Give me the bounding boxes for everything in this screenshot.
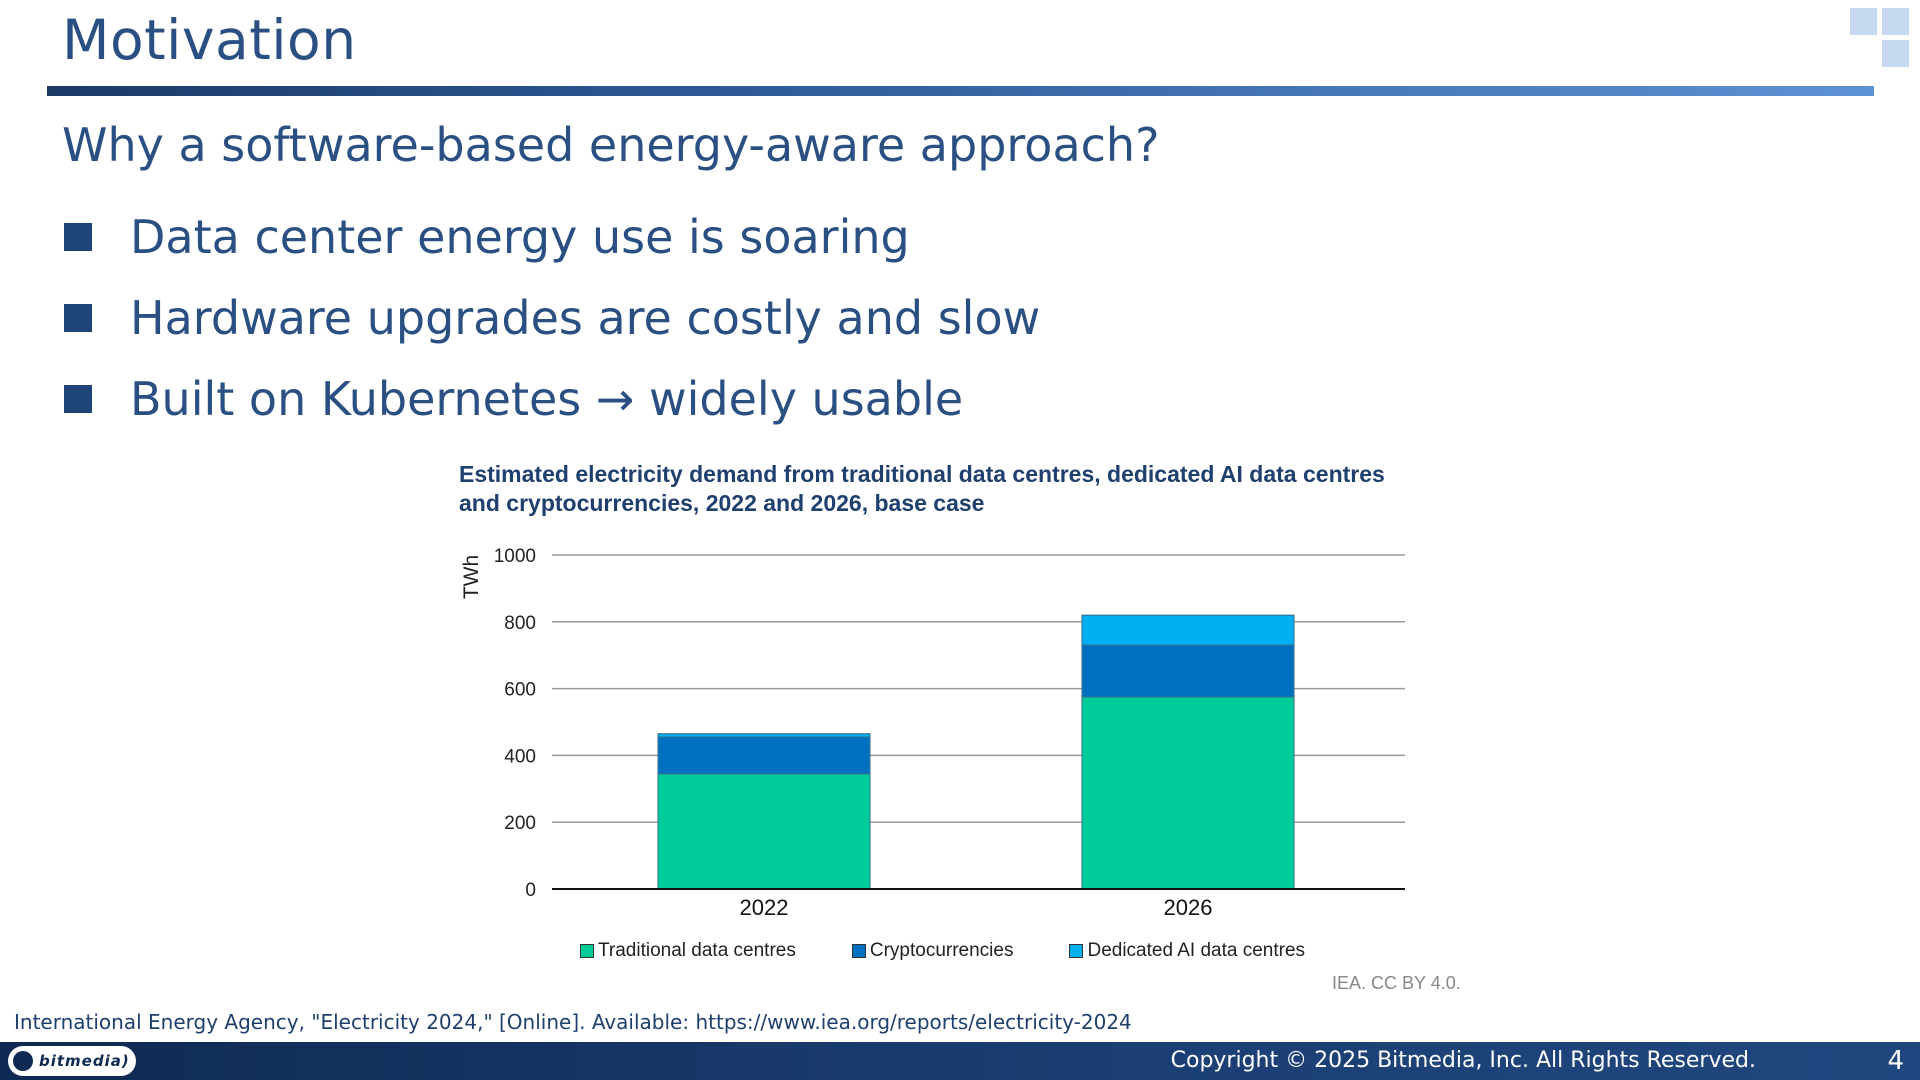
bullet-item: Data center energy use is soaring [64, 196, 1040, 277]
y-tick-label: 400 [504, 746, 536, 767]
legend-swatch [580, 944, 594, 958]
bullet-item: Hardware upgrades are costly and slow [64, 277, 1040, 358]
logo-text: bitmedia) [39, 1052, 130, 1070]
copyright-notice: Copyright © 2025 Bitmedia, Inc. All Righ… [1170, 1048, 1756, 1073]
bar-segment [657, 736, 871, 775]
page-number: 4 [1887, 1046, 1904, 1076]
y-axis-label: TWh [460, 555, 483, 599]
chart-title: Estimated electricity demand from tradit… [459, 460, 1459, 518]
bullet-list: Data center energy use is soaring Hardwa… [64, 196, 1040, 439]
chart-legend: Traditional data centres Cryptocurrencie… [580, 940, 1361, 962]
bar-segment [1081, 644, 1295, 698]
footer-bar: bitmedia) Copyright © 2025 Bitmedia, Inc… [0, 1042, 1920, 1080]
bar-segment [1081, 614, 1295, 646]
title-underline-bar [47, 86, 1874, 96]
legend-item: Cryptocurrencies [851, 940, 1014, 962]
legend-swatch [1069, 944, 1084, 958]
legend-label: Dedicated AI data centres [1087, 940, 1306, 961]
bullet-item: Built on Kubernetes → widely usable [64, 358, 1040, 439]
y-tick-label: 0 [525, 880, 536, 901]
y-tick-label: 800 [504, 613, 536, 634]
bar-segment [657, 773, 871, 890]
chart-title-line: and cryptocurrencies, 2022 and 2026, bas… [459, 490, 985, 516]
logo-circle-icon [13, 1051, 33, 1071]
chart-source-note: IEA. CC BY 4.0. [1332, 973, 1461, 993]
bar-segment [1081, 696, 1295, 890]
legend-swatch [851, 944, 866, 958]
square-bullet-icon [64, 222, 92, 251]
x-tick-label: 2022 [740, 895, 789, 920]
legend-label: Cryptocurrencies [869, 940, 1014, 961]
square-bullet-icon [64, 303, 92, 332]
y-tick-label: 200 [504, 813, 536, 834]
legend-label: Traditional data centres [598, 940, 796, 961]
bitmedia-logo: bitmedia) [8, 1046, 136, 1076]
reference-citation: International Energy Agency, "Electricit… [14, 1010, 1132, 1034]
bullet-text: Built on Kubernetes → widely usable [130, 371, 964, 426]
stacked-bar-chart: 0 200 400 600 800 1000 TWh 2022 2026 [460, 546, 1405, 920]
slide-title: Motivation [62, 8, 357, 72]
bullet-text: Data center energy use is soaring [130, 209, 910, 264]
legend-item: Dedicated AI data centres [1069, 940, 1305, 962]
legend-item: Traditional data centres [580, 940, 796, 962]
chart-title-line: Estimated electricity demand from tradit… [459, 461, 1385, 487]
square-bullet-icon [64, 384, 92, 413]
y-tick-label: 1000 [494, 546, 536, 567]
corner-squares-logo [1850, 8, 1914, 72]
slide-subtitle: Why a software-based energy-aware approa… [62, 118, 1160, 172]
bullet-text: Hardware upgrades are costly and slow [130, 290, 1041, 345]
y-tick-label: 600 [504, 680, 536, 701]
x-tick-label: 2026 [1164, 895, 1213, 920]
bar-segment [657, 733, 871, 738]
